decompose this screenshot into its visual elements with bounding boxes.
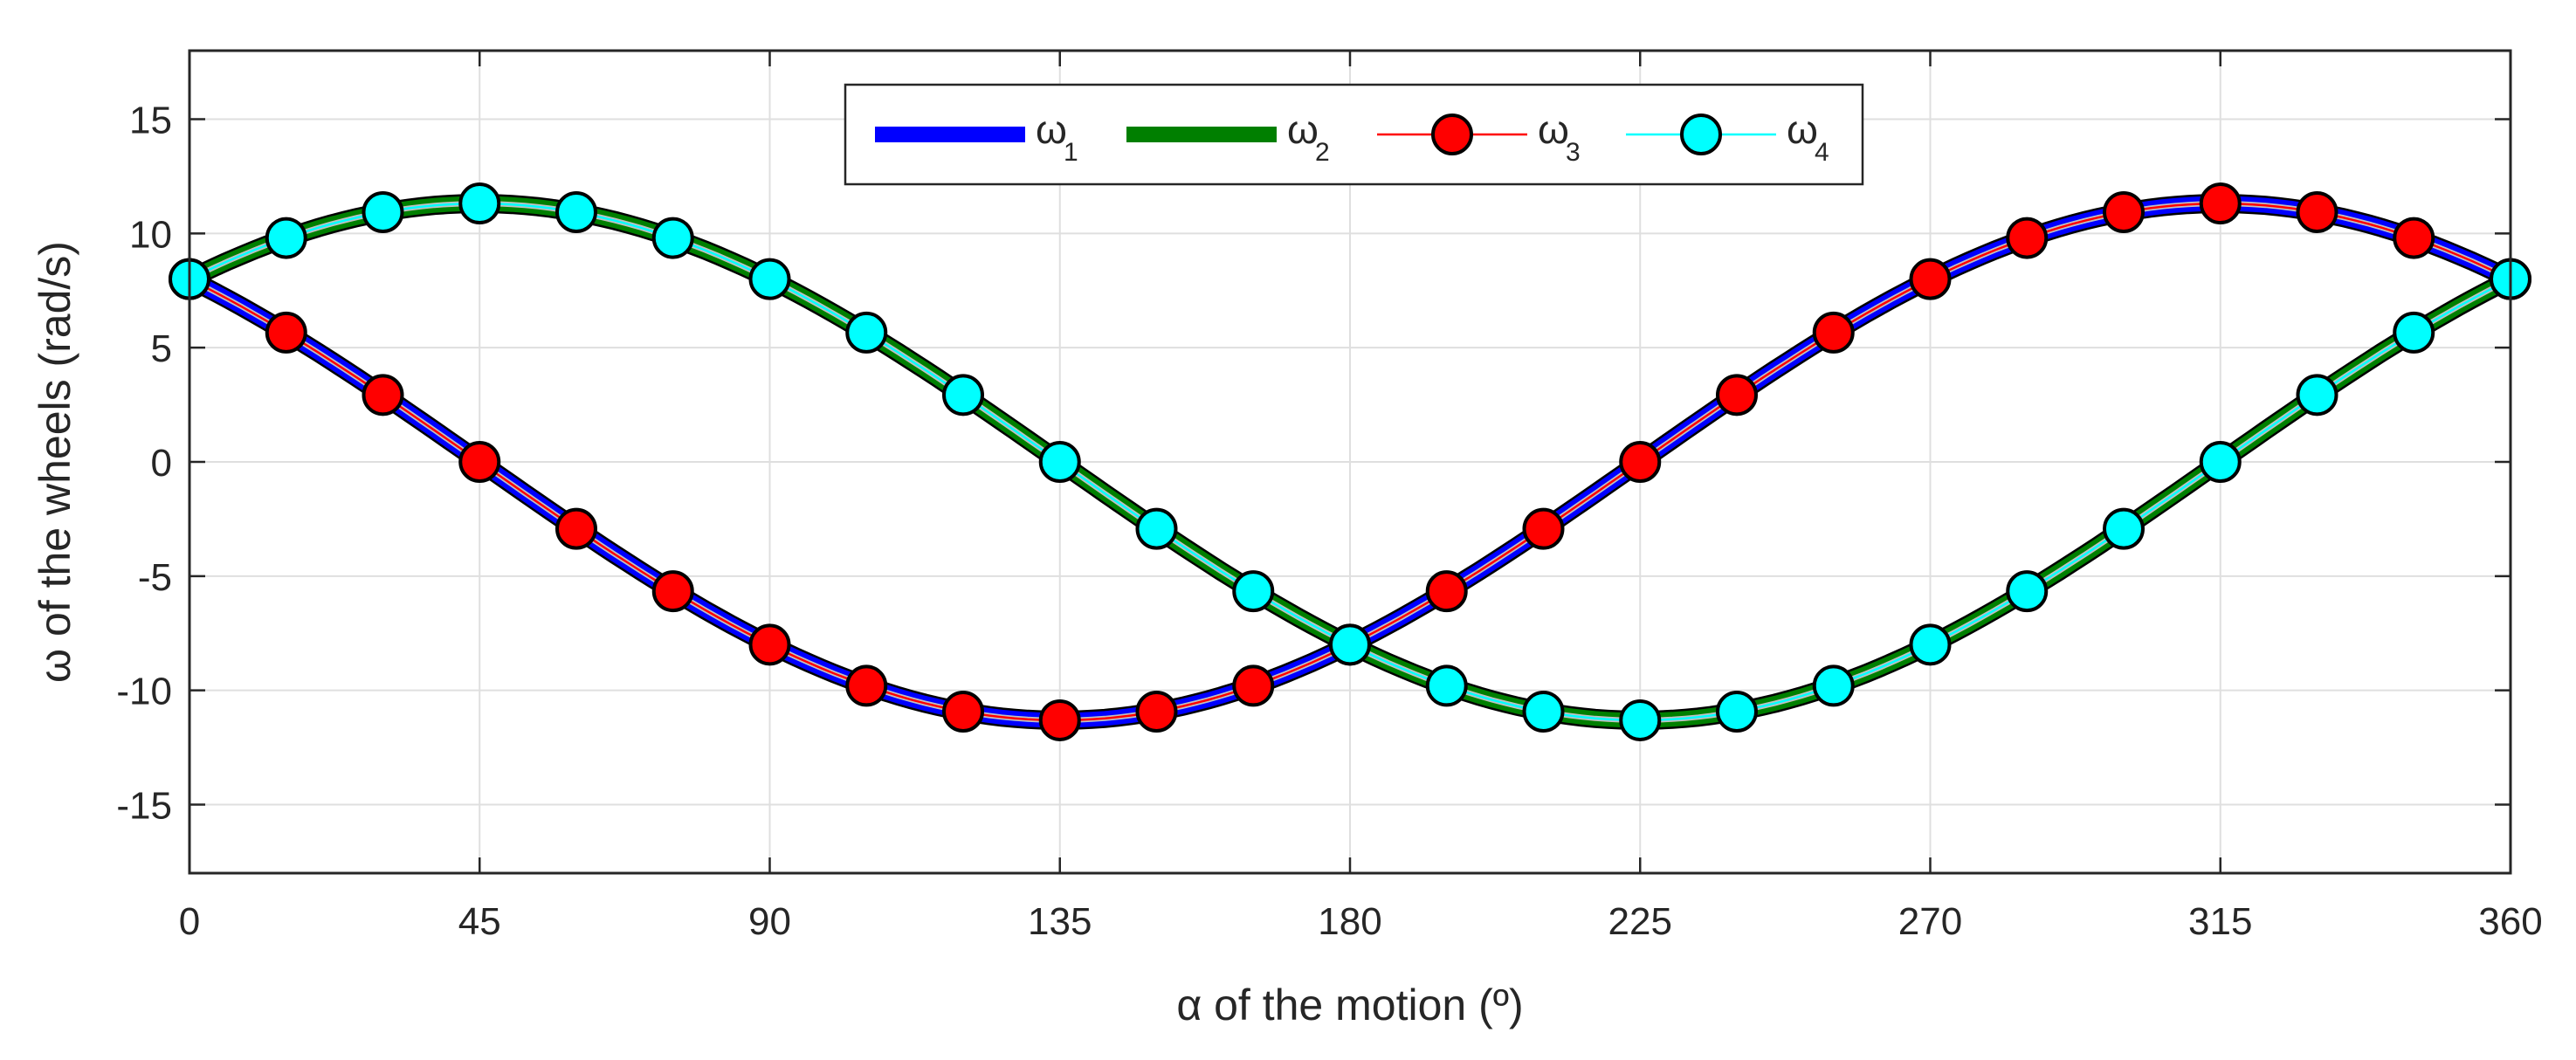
y-axis-label: ω of the wheels (rad/s): [31, 241, 79, 683]
series-3-marker: [265, 311, 307, 354]
series-3-marker: [362, 374, 404, 416]
series-4-marker: [1522, 691, 1565, 733]
legend-swatch-marker: [1431, 114, 1473, 155]
x-tick-label: 315: [2188, 900, 2252, 943]
data-markers: [169, 182, 2531, 741]
x-tick-label: 0: [179, 900, 200, 943]
series-3-marker: [1522, 507, 1565, 550]
legend-entry-1: ω1: [875, 107, 1078, 167]
series-3-marker: [458, 441, 501, 483]
series-3-marker: [1619, 441, 1662, 483]
series-3-marker: [2006, 217, 2049, 259]
y-tick-label: 5: [151, 327, 172, 370]
series-4-marker: [651, 217, 694, 259]
series-4-marker: [845, 311, 888, 354]
series-3-marker: [2393, 217, 2435, 259]
series-3-marker: [1909, 258, 1952, 300]
series-4-marker: [1135, 507, 1178, 550]
series-3-marker: [555, 507, 597, 550]
series-4-marker: [1329, 623, 1371, 666]
series-3-marker: [2103, 190, 2145, 233]
x-tick-label: 270: [1898, 900, 1962, 943]
legend-label-subscript: 3: [1566, 138, 1581, 167]
y-tick-label: -10: [116, 671, 172, 713]
series-4-marker: [362, 190, 404, 233]
series-4-marker: [1425, 664, 1468, 707]
series-4-marker: [1232, 570, 1275, 613]
series-4-marker: [2103, 507, 2145, 550]
series-4-marker: [2199, 441, 2242, 483]
series-3-marker: [2296, 190, 2338, 233]
series-4-marker: [2296, 374, 2338, 416]
y-tick-label: -15: [116, 785, 172, 828]
legend-label: ω: [1538, 107, 1569, 152]
legend-label-subscript: 1: [1064, 138, 1078, 167]
legend-entry-2: ω2: [1126, 107, 1330, 167]
series-3-marker: [1038, 699, 1081, 741]
x-tick-label: 225: [1608, 900, 1672, 943]
x-tick-label: 135: [1028, 900, 1092, 943]
y-tick-label: -5: [138, 556, 172, 599]
series-3-marker: [651, 570, 694, 613]
series-3-marker: [1135, 691, 1178, 733]
series-4-marker: [942, 374, 984, 416]
legend-entry-3: ω3: [1377, 107, 1581, 167]
legend-entry-4: ω4: [1626, 107, 1829, 167]
series-3-marker: [845, 664, 888, 707]
legend-label: ω: [1287, 107, 1319, 152]
series-4-marker: [1716, 691, 1758, 733]
series-4-marker: [555, 190, 597, 233]
series-4-marker: [2006, 570, 2049, 613]
series-3-marker: [748, 623, 791, 666]
series-3-marker: [942, 691, 984, 733]
y-tick-label: 0: [151, 442, 172, 485]
axis-ticks: [188, 51, 2512, 873]
series-4-marker: [1619, 699, 1662, 741]
legend-label: ω: [1036, 107, 1067, 152]
series-4-marker: [265, 217, 307, 259]
series-3-marker: [1812, 311, 1855, 354]
x-tick-label: 90: [748, 900, 791, 943]
series-4-marker: [1909, 623, 1952, 666]
series-4-marker: [458, 182, 501, 225]
y-axis-tick-labels: -15 -10 -5 0 5 10 15: [116, 100, 172, 828]
series-4-marker: [1812, 664, 1855, 707]
series-3-marker: [1232, 664, 1275, 707]
x-axis-tick-labels: 0 45 90 135 180 225 270 315 360: [179, 900, 2543, 943]
series-3-marker: [2199, 182, 2242, 225]
legend-swatch-marker: [1680, 114, 1722, 155]
y-tick-label: 10: [129, 213, 172, 256]
x-axis-label: α of the motion (º): [1176, 981, 1523, 1029]
legend-label: ω: [1787, 107, 1818, 152]
series-4-marker: [748, 258, 791, 300]
legend-label-subscript: 2: [1315, 138, 1330, 167]
x-tick-label: 180: [1318, 900, 1381, 943]
x-tick-label: 360: [2478, 900, 2542, 943]
series-4-marker: [1038, 441, 1081, 483]
x-tick-label: 45: [458, 900, 501, 943]
series-4-marker: [2393, 311, 2435, 354]
series-3-marker: [1425, 570, 1468, 613]
y-tick-label: 15: [129, 100, 172, 142]
series-3-marker: [1716, 374, 1758, 416]
legend-label-subscript: 4: [1815, 138, 1829, 167]
